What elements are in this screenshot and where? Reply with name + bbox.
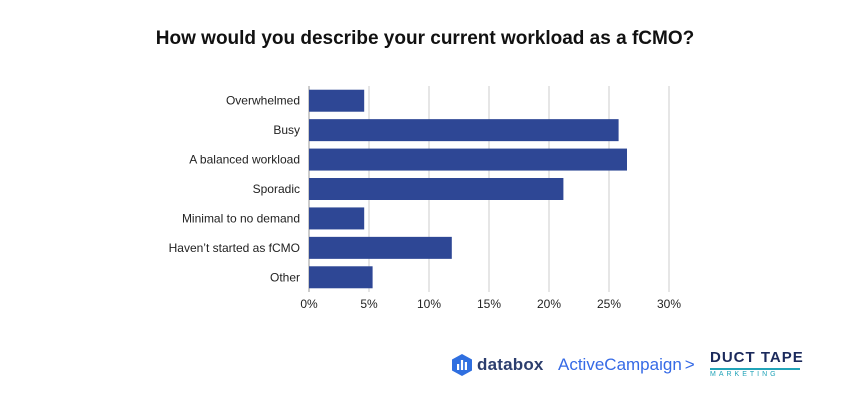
category-label: Minimal to no demand xyxy=(182,211,300,225)
databox-icon xyxy=(452,354,472,376)
x-tick-label: 10% xyxy=(417,297,441,311)
activecampaign-wordmark: ActiveCampaign xyxy=(558,355,682,374)
x-tick-label: 0% xyxy=(300,297,318,311)
x-axis-ticks: 0% 5% 10% 15% 20% 25% 30% xyxy=(300,297,681,311)
bars xyxy=(309,89,627,289)
x-tick-label: 5% xyxy=(360,297,378,311)
category-label: A balanced workload xyxy=(189,153,300,167)
bar xyxy=(309,89,365,112)
bar xyxy=(309,119,619,142)
bar xyxy=(309,178,564,200)
category-label: Haven’t started as fCMO xyxy=(169,241,300,255)
activecampaign-chevron-icon: > xyxy=(684,355,695,374)
bar xyxy=(309,266,373,289)
x-tick-label: 15% xyxy=(477,297,501,311)
bar xyxy=(309,148,627,171)
ducttape-subtitle: MARKETING xyxy=(710,368,800,378)
category-label: Busy xyxy=(273,123,300,137)
x-tick-label: 25% xyxy=(597,297,621,311)
x-tick-label: 20% xyxy=(537,297,561,311)
category-label: Other xyxy=(270,270,300,284)
ducttape-wordmark: DUCT TAPE xyxy=(710,349,804,366)
chart-title: How would you describe your current work… xyxy=(155,28,695,49)
x-tick-label: 30% xyxy=(657,297,681,311)
databox-logo: databox xyxy=(452,350,544,380)
category-label: Sporadic xyxy=(253,182,300,196)
category-label: Overwhelmed xyxy=(226,94,300,108)
category-labels: Overwhelmed Busy A balanced workload Sporad… xyxy=(169,94,300,285)
bar xyxy=(309,207,365,230)
bar xyxy=(309,236,452,259)
activecampaign-logo: ActiveCampaign > xyxy=(558,350,695,380)
ducttape-logo: DUCT TAPE MARKETING xyxy=(710,349,804,380)
databox-wordmark: databox xyxy=(477,355,544,374)
